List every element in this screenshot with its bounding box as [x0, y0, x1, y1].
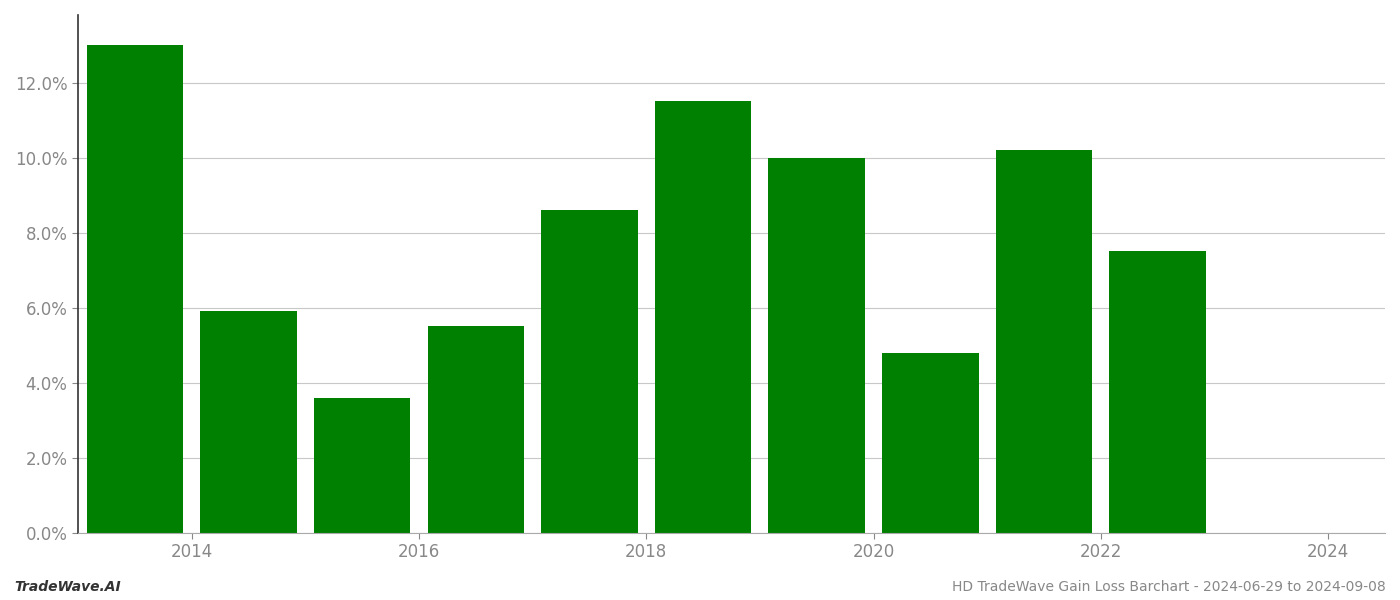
- Bar: [314, 398, 410, 533]
- Bar: [882, 353, 979, 533]
- Bar: [655, 101, 752, 533]
- Bar: [995, 150, 1092, 533]
- Bar: [87, 45, 183, 533]
- Bar: [1109, 251, 1205, 533]
- Bar: [427, 326, 524, 533]
- Bar: [200, 311, 297, 533]
- Text: HD TradeWave Gain Loss Barchart - 2024-06-29 to 2024-09-08: HD TradeWave Gain Loss Barchart - 2024-0…: [952, 580, 1386, 594]
- Bar: [769, 158, 865, 533]
- Text: TradeWave.AI: TradeWave.AI: [14, 580, 120, 594]
- Bar: [542, 210, 638, 533]
